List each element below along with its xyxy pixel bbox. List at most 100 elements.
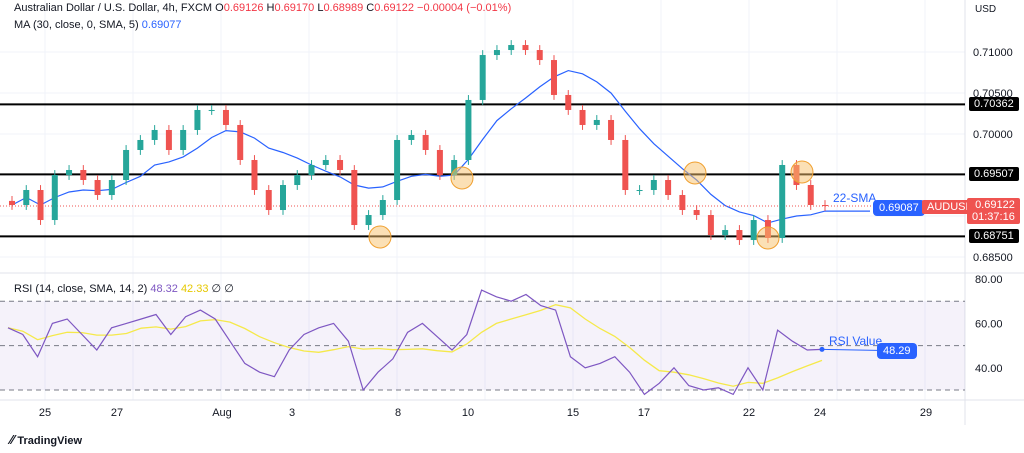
open-value: 0.69126 xyxy=(223,2,264,14)
candle-body xyxy=(665,180,672,196)
candle-body xyxy=(822,205,828,207)
change-value: −0.00004 (−0.01%) xyxy=(417,2,512,14)
tradingview-logo[interactable]: ⁄⁄ TradingView xyxy=(10,432,82,447)
rsi-legend[interactable]: RSI (14, close, SMA, 14, 2) 48.32 42.33 … xyxy=(14,283,234,295)
candle-body xyxy=(779,164,786,238)
candle-body xyxy=(750,220,757,241)
candle-body xyxy=(508,45,515,51)
candle-body xyxy=(408,134,415,140)
price-label: 0.69122 01:37:16 xyxy=(967,198,1020,224)
rsi-tick: 40.00 xyxy=(975,363,1003,375)
date-tick: Aug xyxy=(212,407,232,419)
date-tick: 29 xyxy=(920,407,932,419)
candle-body xyxy=(9,200,15,206)
candle-body xyxy=(308,164,315,175)
candle-body xyxy=(394,139,401,201)
sma-price-label: 0.69087 xyxy=(873,200,925,216)
price-tick: 0.71000 xyxy=(973,47,1013,59)
price-tick: 0.68500 xyxy=(973,252,1013,264)
level-label-3: 0.68751 xyxy=(969,229,1019,243)
ma-line xyxy=(11,69,870,224)
candle-body xyxy=(636,190,643,192)
ma-legend[interactable]: MA (30, close, 0, SMA, 5) 0.69077 xyxy=(14,19,182,31)
rsi-sma-line xyxy=(7,304,823,387)
level-label-1: 0.70362 xyxy=(969,97,1019,111)
date-tick: 25 xyxy=(39,407,51,419)
candle-body xyxy=(722,230,729,236)
candle-body xyxy=(579,109,586,125)
candle-body xyxy=(551,60,557,95)
price-tick: 0.70000 xyxy=(973,129,1013,141)
candle-body xyxy=(280,185,286,211)
candle-body xyxy=(622,139,629,191)
candle-body xyxy=(165,129,172,150)
date-tick: 27 xyxy=(111,407,123,419)
candle-body xyxy=(379,200,386,216)
candle-body xyxy=(237,124,244,160)
candle-body xyxy=(94,180,101,196)
candle-body xyxy=(565,94,572,110)
candle-body xyxy=(294,175,301,186)
level-label-2: 0.69507 xyxy=(969,167,1019,181)
candle-body xyxy=(180,129,187,150)
symbol-legend: Australian Dollar / U.S. Dollar, 4h, FXC… xyxy=(14,2,512,14)
rsi-value-label: 48.29 xyxy=(877,343,917,359)
candle-body xyxy=(208,109,215,111)
candle-body xyxy=(365,215,372,226)
rsi-tick: 80.00 xyxy=(975,274,1003,286)
candle-body xyxy=(108,180,115,196)
close-value: 0.69122 xyxy=(374,2,414,14)
candle-body xyxy=(151,129,158,140)
candle-body xyxy=(479,55,486,100)
candle-body xyxy=(337,159,344,170)
candle-body xyxy=(807,185,814,206)
ma-value: 0.69077 xyxy=(141,19,182,31)
candle-body xyxy=(265,190,272,211)
high-value: 0.69170 xyxy=(274,2,315,14)
candle-body xyxy=(465,99,472,160)
symbol-label: AUDUSD xyxy=(922,200,979,214)
highlight-circle xyxy=(790,160,814,184)
date-tick: 15 xyxy=(567,407,579,419)
rsi-pointer-line xyxy=(821,348,878,351)
candle-body xyxy=(693,210,700,216)
highlight-circle xyxy=(683,161,707,185)
rsi-line xyxy=(7,289,823,396)
candle-body xyxy=(493,50,500,56)
candle-body xyxy=(251,159,258,191)
candle-body xyxy=(222,109,229,125)
candle-body xyxy=(650,180,657,191)
date-tick: 17 xyxy=(638,407,650,419)
candle-body xyxy=(522,45,529,51)
highlight-circle xyxy=(450,166,474,190)
candle-body xyxy=(608,119,615,140)
candle-body xyxy=(351,169,358,226)
date-tick: 22 xyxy=(743,407,755,419)
date-tick: 8 xyxy=(395,407,401,419)
rsi-tick: 60.00 xyxy=(975,318,1003,330)
symbol-title: Australian Dollar / U.S. Dollar, 4h, FXC… xyxy=(14,2,213,14)
candle-body xyxy=(436,149,443,175)
currency-label: USD xyxy=(975,4,997,15)
highlight-circle xyxy=(368,225,392,249)
date-tick: 10 xyxy=(462,407,474,419)
rsi-pointer-dot xyxy=(819,346,825,352)
rsi-annotation: RSI Value xyxy=(829,334,883,348)
candle-body xyxy=(322,159,329,165)
candle-body xyxy=(80,169,87,181)
candle-body xyxy=(23,190,30,206)
candle-body xyxy=(593,119,600,125)
candle-body xyxy=(679,195,686,211)
candle-body xyxy=(37,190,44,221)
candle-body xyxy=(51,175,58,221)
candle-body xyxy=(736,230,743,241)
candle-body xyxy=(123,149,130,181)
date-tick: 3 xyxy=(289,407,295,419)
candle-body xyxy=(422,134,429,150)
highlight-circle xyxy=(756,226,780,250)
date-tick: 24 xyxy=(814,407,826,419)
candle-body xyxy=(536,50,543,61)
candle-body xyxy=(66,169,73,175)
low-value: 0.68989 xyxy=(323,2,364,14)
